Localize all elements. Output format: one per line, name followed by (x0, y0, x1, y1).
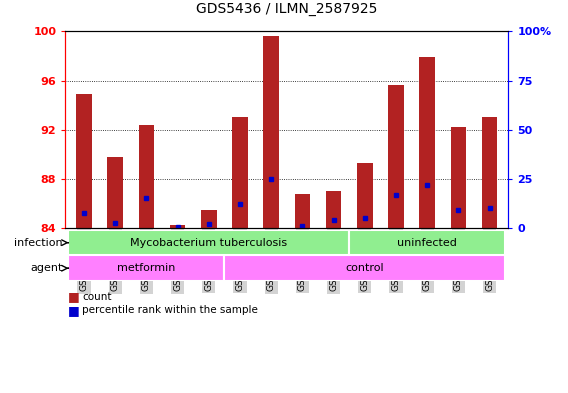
Bar (450, 127, 466, 228)
Text: uninfected: uninfected (397, 238, 457, 248)
Bar (68, 255, 224, 281)
Text: agent: agent (30, 263, 62, 273)
Text: GDS5436 / ILMN_2587925: GDS5436 / ILMN_2587925 (196, 2, 378, 16)
Bar (326, 191, 341, 228)
Bar (482, 118, 498, 228)
Text: ■: ■ (68, 304, 80, 317)
Bar (139, 125, 154, 228)
Bar (264, 37, 279, 228)
Text: infection: infection (14, 238, 62, 248)
Text: control: control (345, 263, 384, 273)
Bar (170, 226, 185, 228)
Bar (389, 86, 404, 228)
Bar (419, 57, 435, 228)
Bar (349, 230, 506, 255)
Bar (224, 255, 506, 281)
Bar (107, 157, 123, 228)
Bar (232, 118, 248, 228)
Text: ■: ■ (68, 290, 80, 303)
Bar (76, 94, 92, 228)
Bar (295, 194, 310, 228)
Bar (201, 209, 216, 228)
Text: metformin: metformin (117, 263, 176, 273)
Text: percentile rank within the sample: percentile rank within the sample (82, 305, 258, 316)
Text: count: count (82, 292, 112, 302)
Bar (68, 230, 349, 255)
Text: Mycobacterium tuberculosis: Mycobacterium tuberculosis (130, 238, 287, 248)
Bar (357, 163, 373, 228)
